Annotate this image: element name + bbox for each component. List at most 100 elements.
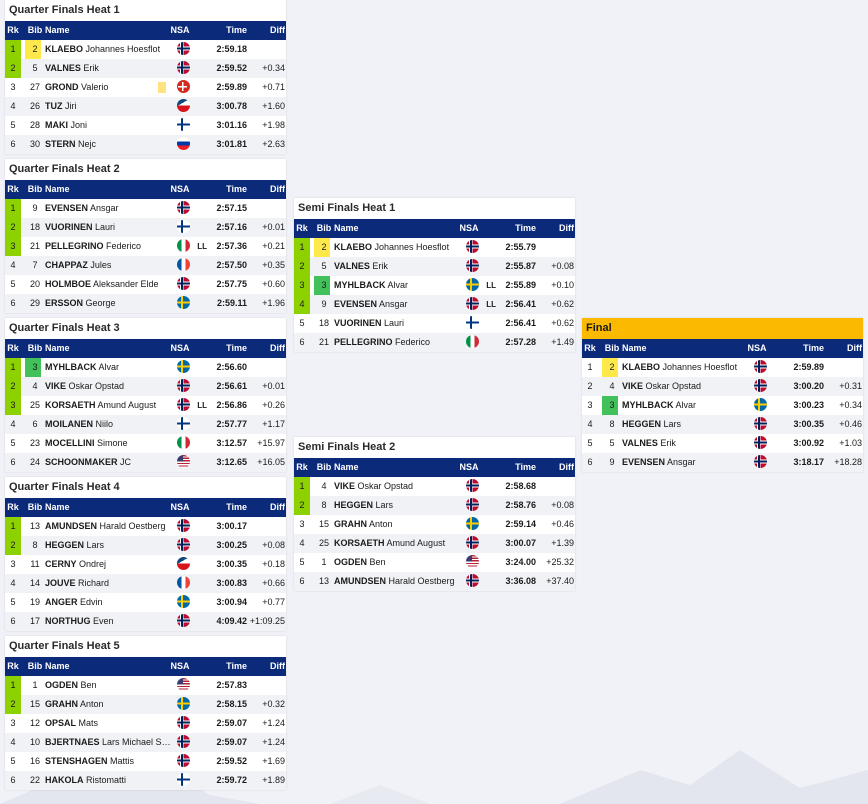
athlete-name[interactable]: EVENSEN Ansgar — [622, 453, 752, 472]
athlete-firstname: Anton — [369, 519, 393, 529]
table-row[interactable]: 3 3 MYHLBACK Alvar LL 2:55.89 +0.10 — [294, 276, 575, 295]
table-row[interactable]: 3 12 OPSAL Mats 2:59.07 +1.24 — [5, 714, 286, 733]
athlete-name[interactable]: OPSAL Mats — [45, 714, 175, 733]
table-row[interactable]: 3 27 GROND Valerio 2:59.89 +0.71 — [5, 78, 286, 97]
table-row[interactable]: 2 8 HEGGEN Lars 3:00.25 +0.08 — [5, 536, 286, 555]
athlete-name[interactable]: EVENSEN Ansgar — [334, 295, 464, 314]
table-row[interactable]: 5 28 MAKI Joni 3:01.16 +1.98 — [5, 116, 286, 135]
table-row[interactable]: 5 20 HOLMBOE Aleksander Elde 2:57.75 +0.60 — [5, 275, 286, 294]
table-row[interactable]: 5 16 STENSHAGEN Mattis 2:59.52 +1.69 — [5, 752, 286, 771]
athlete-name[interactable]: BJERTNAES Lars Michael Saab — [45, 733, 175, 752]
table-row[interactable]: 3 25 KORSAETH Amund August LL 2:56.86 +0.26 — [5, 396, 286, 415]
athlete-name[interactable]: VALNES Erik — [45, 59, 175, 78]
table-row[interactable]: 6 9 EVENSEN Ansgar 3:18.17 +18.28 — [582, 453, 863, 472]
athlete-name[interactable]: VUORINEN Lauri — [334, 314, 464, 333]
athlete-name[interactable]: KLAEBO Johannes Hoesflot — [334, 238, 464, 257]
table-row[interactable]: 2 4 VIKE Oskar Opstad 3:00.20 +0.31 — [582, 377, 863, 396]
table-row[interactable]: 2 5 VALNES Erik 2:55.87 +0.08 — [294, 257, 575, 276]
athlete-name[interactable]: OGDEN Ben — [45, 676, 175, 695]
table-row[interactable]: 2 15 GRAHN Anton 2:58.15 +0.32 — [5, 695, 286, 714]
rank: 3 — [294, 276, 310, 295]
athlete-name[interactable]: VALNES Erik — [622, 434, 752, 453]
table-row[interactable]: 5 19 ANGER Edvin 3:00.94 +0.77 — [5, 593, 286, 612]
table-row[interactable]: 1 2 KLAEBO Johannes Hoesflot 2:55.79 — [294, 238, 575, 257]
athlete-name[interactable]: MOCELLINI Simone — [45, 434, 175, 453]
table-row[interactable]: 4 6 MOILANEN Niilo 2:57.77 +1.17 — [5, 415, 286, 434]
athlete-name[interactable]: CERNY Ondrej — [45, 555, 175, 574]
table-row[interactable]: 4 7 CHAPPAZ Jules 2:57.50 +0.35 — [5, 256, 286, 275]
table-row[interactable]: 6 21 PELLEGRINO Federico 2:57.28 +1.49 — [294, 333, 575, 352]
table-row[interactable]: 2 18 VUORINEN Lauri 2:57.16 +0.01 — [5, 218, 286, 237]
athlete-name[interactable]: HEGGEN Lars — [334, 496, 464, 515]
athlete-name[interactable]: VUORINEN Lauri — [45, 218, 175, 237]
athlete-name[interactable]: TUZ Jiri — [45, 97, 175, 116]
athlete-name[interactable]: VIKE Oskar Opstad — [334, 477, 464, 496]
athlete-name[interactable]: KORSAETH Amund August — [334, 534, 464, 553]
table-row[interactable]: 6 24 SCHOONMAKER JC 3:12.65 +16.05 — [5, 453, 286, 472]
athlete-name[interactable]: KORSAETH Amund August — [45, 396, 175, 415]
athlete-name[interactable]: GRAHN Anton — [334, 515, 464, 534]
table-row[interactable]: 4 26 TUZ Jiri 3:00.78 +1.60 — [5, 97, 286, 116]
athlete-name[interactable]: PELLEGRINO Federico — [45, 237, 175, 256]
athlete-name[interactable]: ERSSON George — [45, 294, 175, 313]
athlete-name[interactable]: HEGGEN Lars — [45, 536, 175, 555]
table-row[interactable]: 5 18 VUORINEN Lauri 2:56.41 +0.62 — [294, 314, 575, 333]
athlete-name[interactable]: PELLEGRINO Federico — [334, 333, 464, 352]
table-row[interactable]: 2 8 HEGGEN Lars 2:58.76 +0.08 — [294, 496, 575, 515]
athlete-name[interactable]: HEGGEN Lars — [622, 415, 752, 434]
table-row[interactable]: 3 3 MYHLBACK Alvar 3:00.23 +0.34 — [582, 396, 863, 415]
athlete-name[interactable]: MAKI Joni — [45, 116, 175, 135]
table-row[interactable]: 4 8 HEGGEN Lars 3:00.35 +0.46 — [582, 415, 863, 434]
athlete-name[interactable]: AMUNDSEN Harald Oestberg — [334, 572, 464, 591]
athlete-name[interactable]: ANGER Edvin — [45, 593, 175, 612]
athlete-name[interactable]: GROND Valerio — [45, 78, 175, 97]
table-row[interactable]: 5 5 VALNES Erik 3:00.92 +1.03 — [582, 434, 863, 453]
table-row[interactable]: 3 15 GRAHN Anton 2:59.14 +0.46 — [294, 515, 575, 534]
table-row[interactable]: 4 9 EVENSEN Ansgar LL 2:56.41 +0.62 — [294, 295, 575, 314]
table-row[interactable]: 4 25 KORSAETH Amund August 3:00.07 +1.39 — [294, 534, 575, 553]
table-row[interactable]: 5 1 OGDEN Ben 3:24.00 +25.32 — [294, 553, 575, 572]
athlete-name[interactable]: MYHLBACK Alvar — [334, 276, 464, 295]
athlete-name[interactable]: GRAHN Anton — [45, 695, 175, 714]
athlete-name[interactable]: KLAEBO Johannes Hoesflot — [622, 358, 752, 377]
athlete-name[interactable]: HAKOLA Ristomatti — [45, 771, 175, 790]
table-row[interactable]: 1 2 KLAEBO Johannes Hoesflot 2:59.89 — [582, 358, 863, 377]
table-row[interactable]: 6 22 HAKOLA Ristomatti 2:59.72 +1.89 — [5, 771, 286, 790]
table-row[interactable]: 6 13 AMUNDSEN Harald Oestberg 3:36.08 +37.40 — [294, 572, 575, 591]
athlete-name[interactable]: VALNES Erik — [334, 257, 464, 276]
table-row[interactable]: 2 5 VALNES Erik 2:59.52 +0.34 — [5, 59, 286, 78]
table-row[interactable]: 6 30 STERN Nejc 3:01.81 +2.63 — [5, 135, 286, 154]
table-row[interactable]: 1 9 EVENSEN Ansgar 2:57.15 — [5, 199, 286, 218]
athlete-name[interactable]: MYHLBACK Alvar — [45, 358, 175, 377]
athlete-name[interactable]: HOLMBOE Aleksander Elde — [45, 275, 175, 294]
athlete-name[interactable]: VIKE Oskar Opstad — [622, 377, 752, 396]
table-row[interactable]: 6 29 ERSSON George 2:59.11 +1.96 — [5, 294, 286, 313]
athlete-name[interactable]: CHAPPAZ Jules — [45, 256, 175, 275]
athlete-name[interactable]: MYHLBACK Alvar — [622, 396, 752, 415]
table-row[interactable]: 3 11 CERNY Ondrej 3:00.35 +0.18 — [5, 555, 286, 574]
athlete-surname: MAKI — [45, 120, 68, 130]
table-row[interactable]: 1 4 VIKE Oskar Opstad 2:58.68 — [294, 477, 575, 496]
athlete-name[interactable]: KLAEBO Johannes Hoesflot — [45, 40, 175, 59]
athlete-name[interactable]: AMUNDSEN Harald Oestberg — [45, 517, 175, 536]
athlete-name[interactable]: VIKE Oskar Opstad — [45, 377, 175, 396]
athlete-name[interactable]: SCHOONMAKER JC — [45, 453, 175, 472]
athlete-name[interactable]: STENSHAGEN Mattis — [45, 752, 175, 771]
athlete-name[interactable]: OGDEN Ben — [334, 553, 464, 572]
table-row[interactable]: 1 1 OGDEN Ben 2:57.83 — [5, 676, 286, 695]
table-row[interactable]: 1 2 KLAEBO Johannes Hoesflot 2:59.18 — [5, 40, 286, 59]
table-row[interactable]: 1 3 MYHLBACK Alvar 2:56.60 — [5, 358, 286, 377]
table-row[interactable]: 1 13 AMUNDSEN Harald Oestberg 3:00.17 — [5, 517, 286, 536]
table-row[interactable]: 4 10 BJERTNAES Lars Michael Saab 2:59.07 +1.… — [5, 733, 286, 752]
diff: +0.08 — [551, 500, 574, 510]
athlete-name[interactable]: MOILANEN Niilo — [45, 415, 175, 434]
table-row[interactable]: 4 14 JOUVE Richard 3:00.83 +0.66 — [5, 574, 286, 593]
table-row[interactable]: 6 17 NORTHUG Even 4:09.42 +1:09.25 — [5, 612, 286, 631]
athlete-name[interactable]: JOUVE Richard — [45, 574, 175, 593]
athlete-name[interactable]: STERN Nejc — [45, 135, 175, 154]
athlete-name[interactable]: NORTHUG Even — [45, 612, 175, 631]
table-row[interactable]: 2 4 VIKE Oskar Opstad 2:56.61 +0.01 — [5, 377, 286, 396]
table-row[interactable]: 3 21 PELLEGRINO Federico LL 2:57.36 +0.21 — [5, 237, 286, 256]
athlete-name[interactable]: EVENSEN Ansgar — [45, 199, 175, 218]
table-row[interactable]: 5 23 MOCELLINI Simone 3:12.57 +15.97 — [5, 434, 286, 453]
